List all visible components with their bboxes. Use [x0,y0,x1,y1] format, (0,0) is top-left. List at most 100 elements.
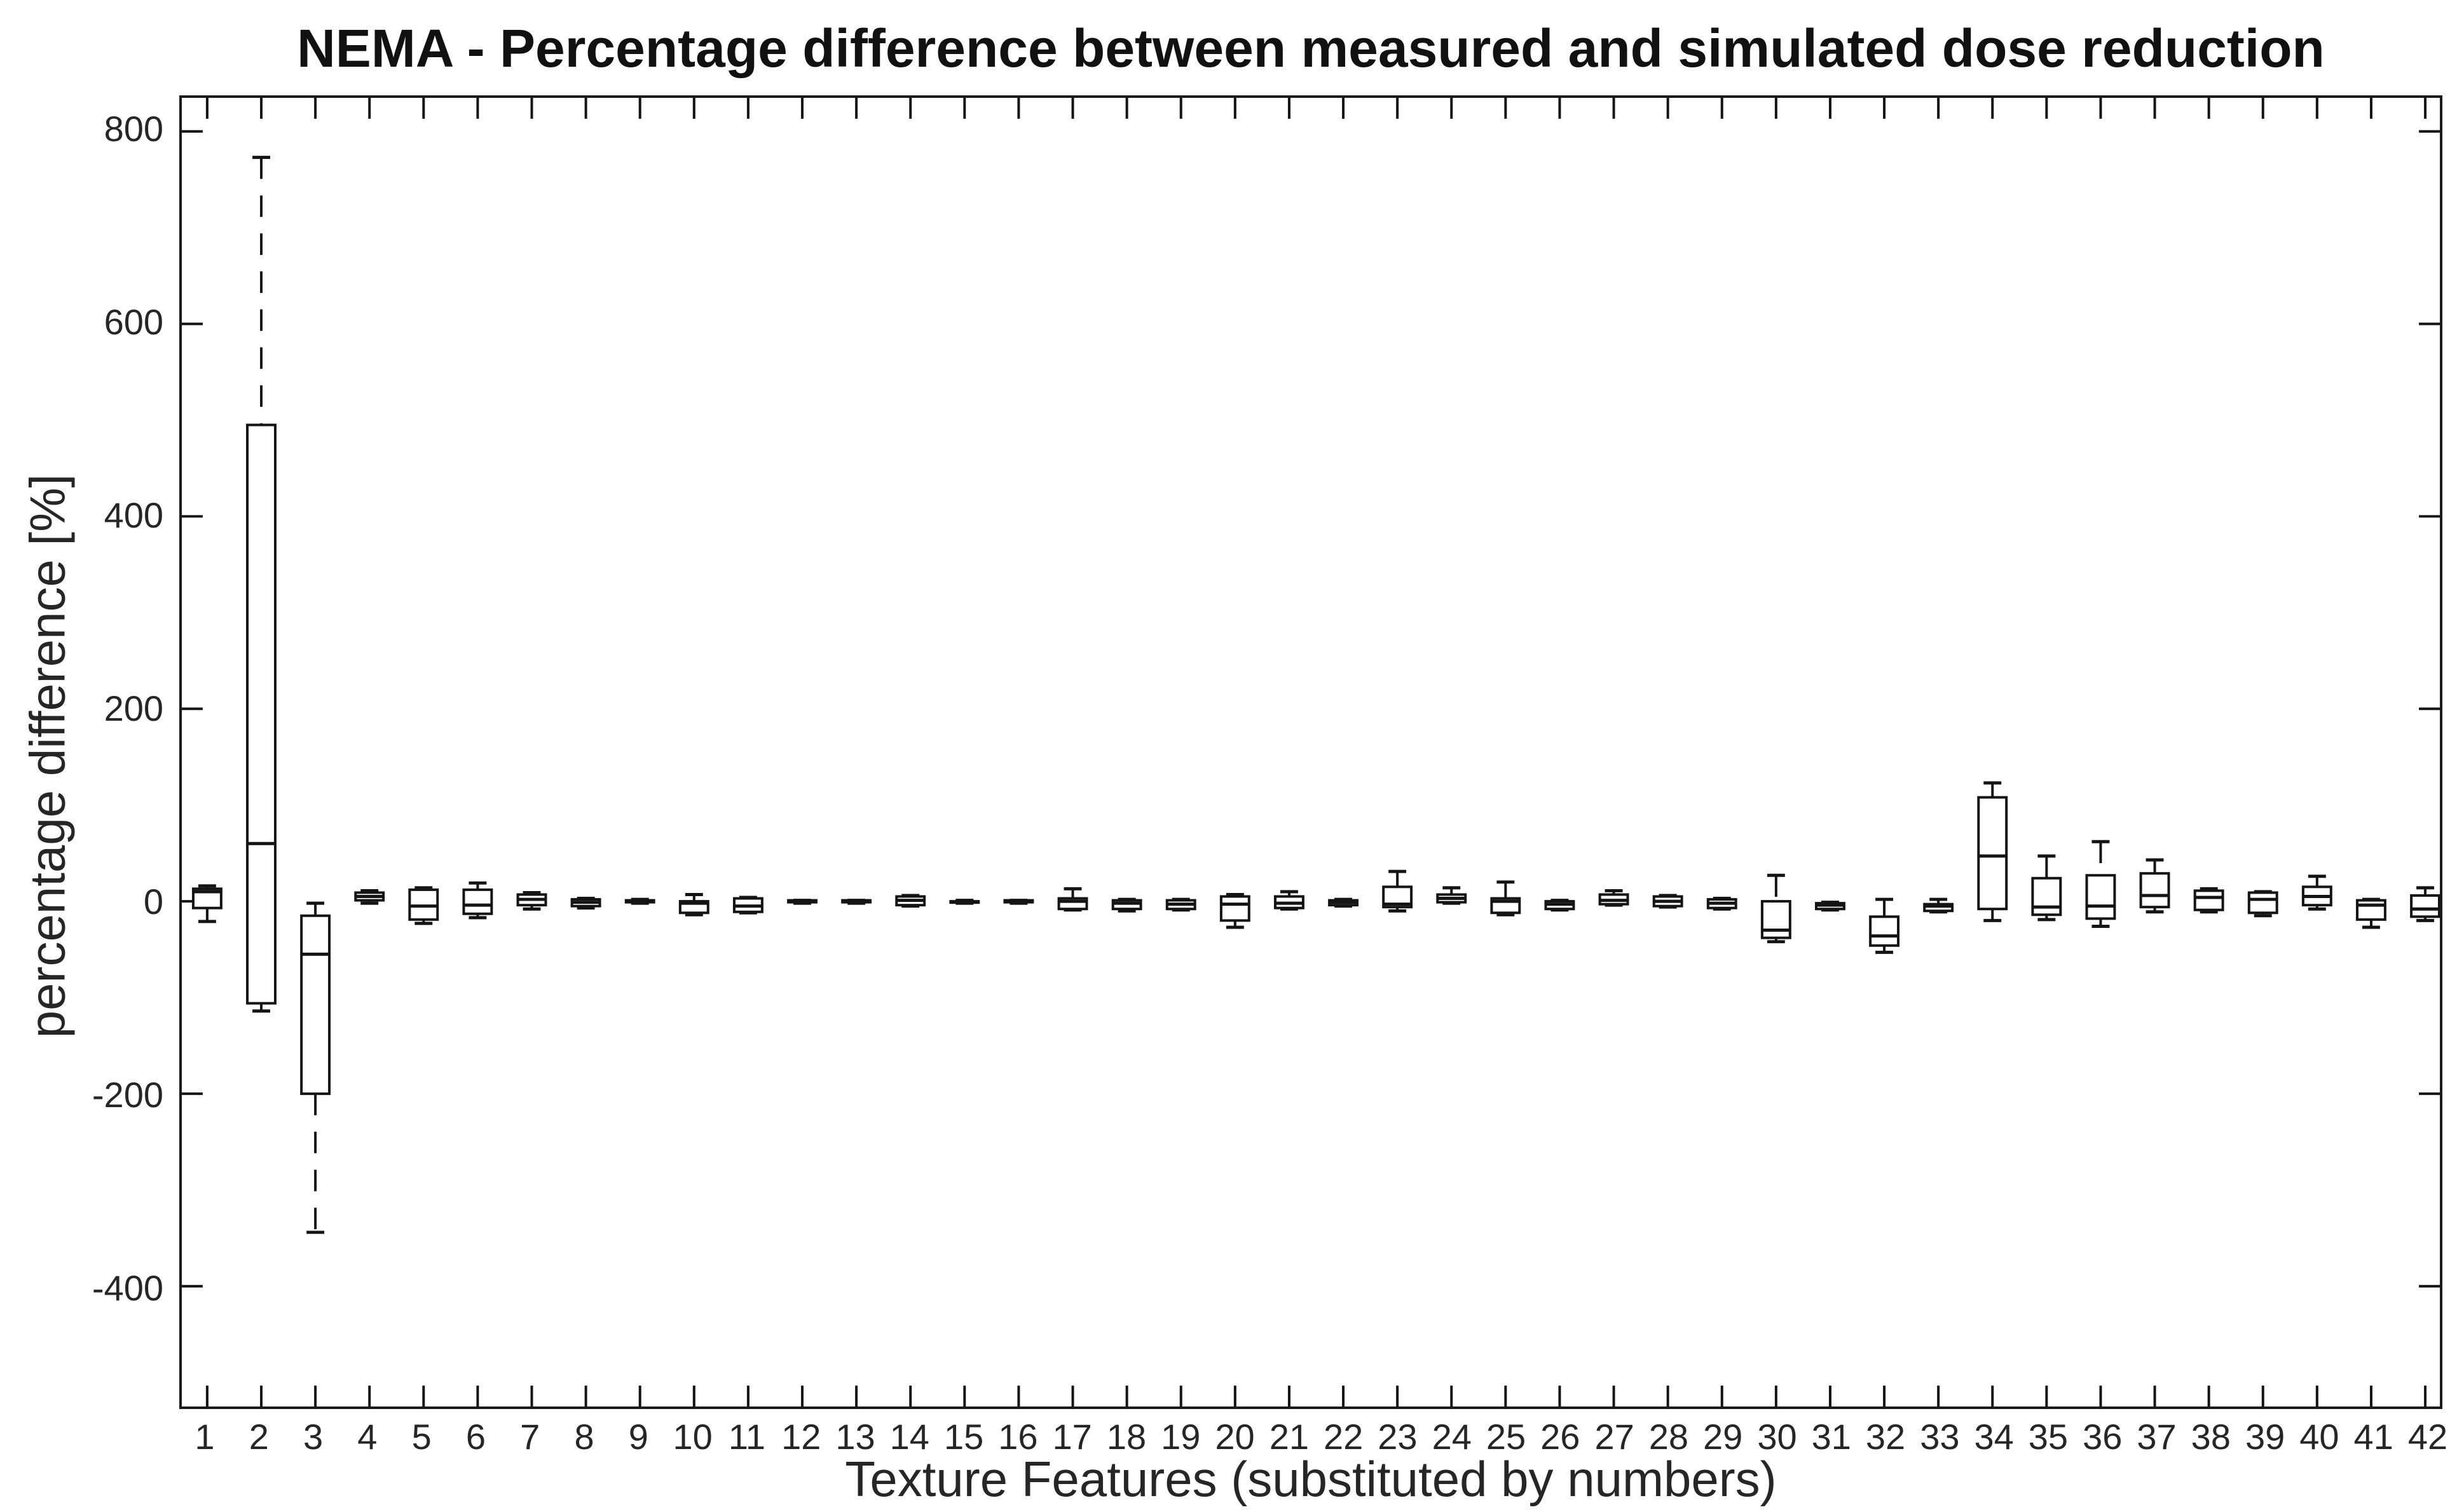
boxplot-canvas [182,98,2440,1406]
box-item [570,897,601,910]
box-item [516,890,547,911]
iqr-box [246,423,277,1005]
x-tick-label: 13 [835,1417,875,1457]
iqr-box [1869,915,1899,947]
x-tick-label: 22 [1323,1417,1364,1457]
box-item [1328,897,1359,908]
y-tick-label: -200 [92,1075,163,1115]
iqr-box [2410,894,2440,918]
x-tick-label: 7 [520,1417,540,1457]
y-tick-label: 0 [143,882,163,922]
x-tick-label: 39 [2245,1417,2285,1457]
box-item [1273,890,1304,911]
box-item [2247,890,2278,918]
y-tick-label: 400 [104,495,163,535]
x-tick-label: 16 [998,1417,1038,1457]
box-item [1544,899,1575,912]
x-tick-label: 11 [728,1417,765,1457]
box-item [2085,840,2116,928]
box-item [1814,901,1845,912]
box-item [678,892,709,916]
box-item [1490,880,1521,916]
x-tick-label: 9 [628,1417,648,1457]
x-tick-label: 26 [1540,1417,1580,1457]
x-axis-label: Texture Features (substituted by numbers… [845,1451,1777,1507]
box-item [2356,897,2386,929]
iqr-box [1219,895,1250,922]
x-tick-label: 10 [673,1417,713,1457]
x-tick-label: 33 [1920,1417,1960,1457]
box-item [462,881,493,920]
x-tick-label: 6 [465,1417,486,1457]
y-tick-label: 800 [104,109,163,149]
x-tick-label: 23 [1378,1417,1418,1457]
x-tick-label: 29 [1703,1417,1743,1457]
x-tick-label: 32 [1865,1417,1906,1457]
plot-area [179,95,2442,1409]
x-tick-label: 4 [357,1417,378,1457]
x-tick-label: 8 [574,1417,594,1457]
box-item [949,899,980,905]
box-item [787,899,818,905]
iqr-box [2193,889,2224,911]
box-item [841,899,872,905]
y-tick-label: 200 [104,688,163,728]
box-item [1869,897,1899,954]
x-tick-label: 20 [1215,1417,1255,1457]
x-tick-label: 41 [2353,1417,2393,1457]
box-item [1598,889,1629,907]
iqr-box [2031,876,2062,916]
x-tick-label: 2 [249,1417,269,1457]
box-item [2139,858,2170,914]
chart-title: NEMA - Percentage difference between mea… [297,18,2325,78]
box-item [354,889,385,905]
box-item [624,897,655,905]
x-tick-label: 34 [1974,1417,2014,1457]
axis-ticks [182,98,2440,1406]
box-item [2410,886,2440,922]
x-tick-label: 15 [943,1417,984,1457]
x-tick-label: 31 [1811,1417,1851,1457]
x-tick-label: 17 [1052,1417,1092,1457]
x-tick-label: 28 [1648,1417,1689,1457]
y-tick-label: -400 [92,1268,163,1308]
x-tick-label: 35 [2028,1417,2069,1457]
box-item [1057,887,1088,912]
iqr-box [1760,900,1791,939]
iqr-box [462,888,493,915]
iqr-box [300,914,331,1095]
box-item [1760,873,1791,944]
box-item [1706,897,1737,911]
x-tick-label: 24 [1432,1417,1472,1457]
x-tick-label: 5 [411,1417,432,1457]
box-item [246,156,277,1013]
box-item [1165,897,1196,912]
box-item [1436,886,1467,905]
x-tick-label: 19 [1161,1417,1201,1457]
x-tick-label: 3 [303,1417,324,1457]
x-tick-label: 25 [1486,1417,1526,1457]
box-item [1219,892,1250,929]
box-item [300,901,331,1234]
box-item [2193,887,2224,914]
x-tick-label: 12 [781,1417,821,1457]
box-item [895,894,926,908]
x-tick-label: 27 [1594,1417,1634,1457]
x-tick-label: 18 [1106,1417,1147,1457]
iqr-box [2247,891,2278,915]
box-item [191,884,222,923]
box-item [1111,897,1142,913]
iqr-box [2356,899,2386,921]
box-item [2031,854,2062,922]
x-tick-label: 30 [1757,1417,1797,1457]
iqr-box [2085,874,2116,920]
box-item [408,886,439,925]
box-item [1977,781,2008,922]
x-tick-label: 38 [2191,1417,2231,1457]
x-tick-label: 36 [2083,1417,2123,1457]
box-item [1003,899,1034,905]
x-tick-label: 14 [889,1417,929,1457]
y-tick-label: 600 [104,302,163,342]
iqr-box [1977,796,2008,911]
x-tick-label: 40 [2299,1417,2339,1457]
